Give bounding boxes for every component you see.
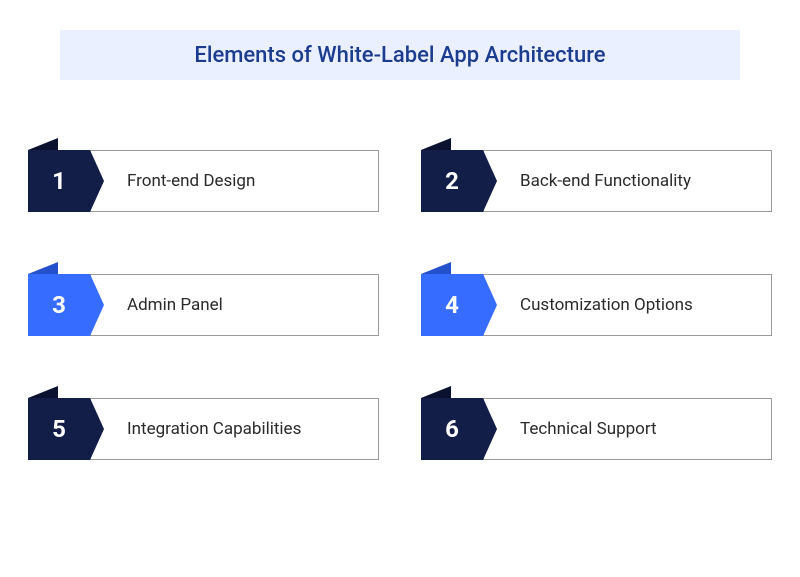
title-bar: Elements of White-Label App Architecture [60, 30, 740, 80]
card-number: 5 [28, 398, 90, 460]
card-number: 1 [28, 150, 90, 212]
card-number: 6 [421, 398, 483, 460]
card-notch [28, 138, 58, 150]
element-card: Admin Panel3 [28, 274, 379, 336]
elements-grid: Front-end Design1 Back-end Functionality2… [28, 150, 772, 460]
card-number: 3 [28, 274, 90, 336]
element-card: Back-end Functionality2 [421, 150, 772, 212]
card-number-arrow [483, 398, 497, 460]
card-number-arrow [90, 150, 104, 212]
card-label-box: Customization Options [483, 274, 772, 336]
card-label: Integration Capabilities [91, 419, 301, 439]
element-card: Customization Options4 [421, 274, 772, 336]
card-number-arrow [483, 150, 497, 212]
card-number-arrow [90, 274, 104, 336]
element-card: Technical Support6 [421, 398, 772, 460]
element-card: Integration Capabilities5 [28, 398, 379, 460]
card-label: Front-end Design [91, 171, 255, 191]
card-number: 4 [421, 274, 483, 336]
card-label-box: Front-end Design [90, 150, 379, 212]
element-card: Front-end Design1 [28, 150, 379, 212]
card-notch [28, 262, 58, 274]
card-number: 2 [421, 150, 483, 212]
page-title: Elements of White-Label App Architecture [194, 43, 605, 68]
card-label: Back-end Functionality [484, 171, 691, 191]
card-number-arrow [483, 274, 497, 336]
card-label: Admin Panel [91, 295, 223, 315]
card-label: Technical Support [484, 419, 657, 439]
card-label-box: Back-end Functionality [483, 150, 772, 212]
card-notch [421, 138, 451, 150]
card-number-arrow [90, 398, 104, 460]
card-label-box: Admin Panel [90, 274, 379, 336]
card-notch [28, 386, 58, 398]
card-notch [421, 386, 451, 398]
card-label-box: Integration Capabilities [90, 398, 379, 460]
card-label: Customization Options [484, 295, 693, 315]
card-notch [421, 262, 451, 274]
card-label-box: Technical Support [483, 398, 772, 460]
